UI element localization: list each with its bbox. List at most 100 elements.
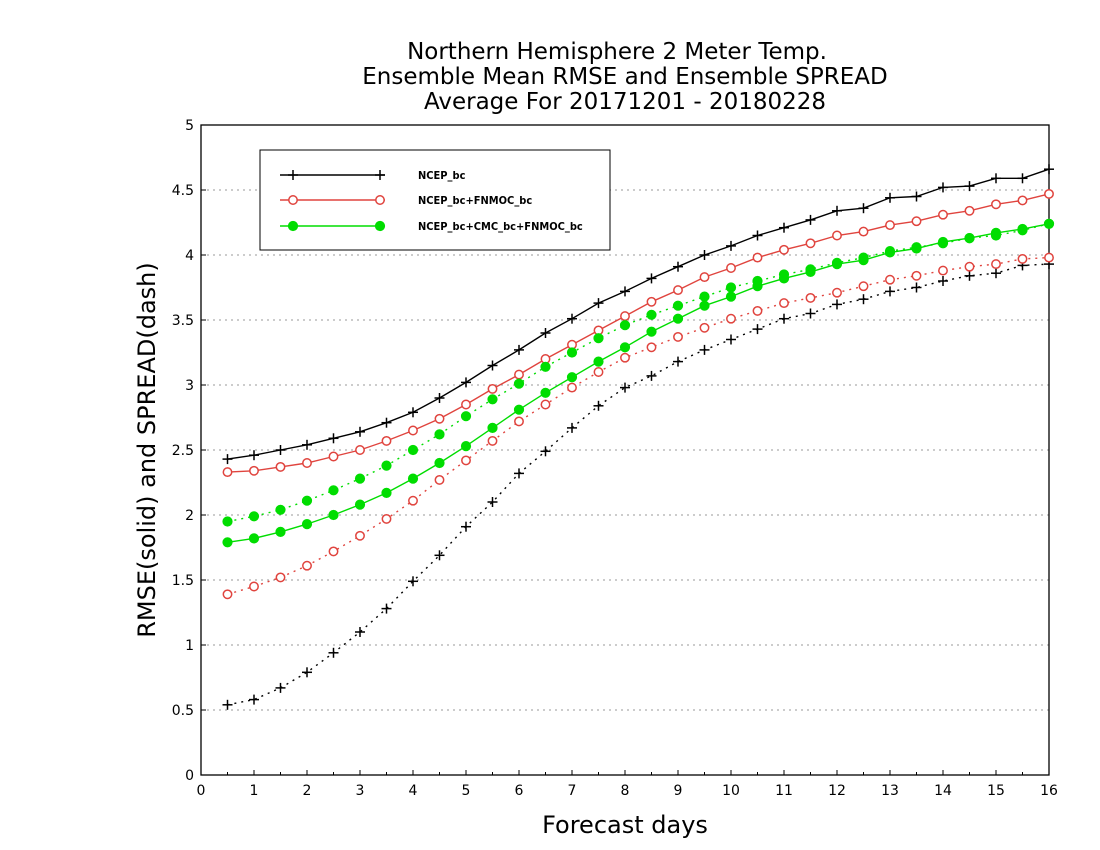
data-point xyxy=(911,243,922,254)
y-tick-label: 0.5 xyxy=(172,703,194,719)
data-point xyxy=(673,261,683,272)
data-point xyxy=(1043,218,1055,229)
data-point xyxy=(540,399,551,410)
data-point xyxy=(513,378,525,389)
chart-title-line-1: Northern Hemisphere 2 Meter Temp. xyxy=(407,39,827,65)
x-tick-label: 8 xyxy=(621,783,630,799)
data-point xyxy=(540,361,551,372)
data-point xyxy=(620,382,630,393)
x-tick-label: 10 xyxy=(722,783,740,799)
data-point xyxy=(302,458,312,468)
legend-marker xyxy=(287,220,299,232)
legend-label: NCEP_bc xyxy=(418,169,466,182)
data-point xyxy=(328,647,339,658)
data-point xyxy=(540,328,551,338)
legend-item: NCEP_bc xyxy=(280,169,466,182)
data-point xyxy=(540,387,551,398)
series-line-ncep-bc-cmc-bc-fnmoc-bc-rmse xyxy=(227,223,1050,543)
data-point xyxy=(301,519,313,530)
y-tick-label: 3.5 xyxy=(172,313,194,329)
data-point xyxy=(487,383,498,394)
data-point xyxy=(911,191,922,202)
data-point xyxy=(964,270,975,281)
x-tick-label: 5 xyxy=(462,783,471,799)
data-point xyxy=(487,394,498,405)
data-point xyxy=(885,286,895,297)
series-ncep-bc-fnmoc-bc-spread xyxy=(222,252,1054,600)
data-point xyxy=(884,247,896,258)
data-point xyxy=(991,268,1001,279)
data-point xyxy=(222,537,233,548)
data-point xyxy=(593,298,604,309)
y-axis-ticks: 0 0.5 1 1.5 2 2.5 3 3.5 4 4.5 5 xyxy=(172,118,206,784)
data-point xyxy=(461,455,471,466)
legend-marker xyxy=(288,195,298,205)
data-point xyxy=(858,294,869,305)
data-point xyxy=(275,445,286,455)
data-point xyxy=(461,399,471,410)
data-point xyxy=(619,320,631,331)
data-point xyxy=(275,526,286,538)
data-point xyxy=(699,291,710,302)
data-point xyxy=(408,495,418,506)
x-tick-label: 14 xyxy=(934,783,952,799)
data-point xyxy=(673,285,683,296)
chart-title-line-3: Average For 20171201 - 20180228 xyxy=(424,89,826,115)
data-point xyxy=(354,473,366,484)
x-tick-label: 11 xyxy=(775,783,793,799)
data-point xyxy=(726,240,736,251)
data-point xyxy=(646,309,657,320)
data-point xyxy=(434,413,445,424)
data-point xyxy=(407,473,419,484)
data-point xyxy=(381,487,392,498)
data-point xyxy=(408,407,418,418)
data-point xyxy=(487,422,498,433)
data-point xyxy=(937,236,949,248)
data-point xyxy=(249,465,259,476)
series-ncep-bc-cmc-bc-fnmoc-bc-rmse xyxy=(222,218,1055,548)
legend-label: NCEP_bc+CMC_bc+FNMOC_bc xyxy=(418,220,583,233)
data-point xyxy=(646,326,657,337)
data-point xyxy=(381,513,392,524)
data-point xyxy=(514,468,524,479)
data-point xyxy=(566,347,578,358)
data-point xyxy=(487,497,498,507)
data-point xyxy=(805,238,816,249)
series-ncep-bc-rmse xyxy=(222,164,1054,465)
data-point xyxy=(991,259,1001,270)
data-point xyxy=(249,450,259,461)
data-point xyxy=(513,404,525,415)
data-point xyxy=(699,322,710,333)
legend: NCEP_bc NCEP_bc+FNMOC_bc NCEP_bc+CMC_bc+FN… xyxy=(259,149,611,251)
chart-title: Northern Hemisphere 2 Meter Temp. Ensemb… xyxy=(362,39,887,115)
data-point xyxy=(938,265,948,276)
data-point xyxy=(434,474,445,485)
x-axis-label: Forecast days xyxy=(542,811,708,839)
series-layer xyxy=(222,164,1055,710)
series-ncep-bc-spread xyxy=(222,259,1054,710)
data-point xyxy=(593,356,604,367)
data-point xyxy=(328,485,339,496)
data-point xyxy=(858,226,869,237)
data-point xyxy=(885,192,895,203)
data-point xyxy=(725,282,737,293)
data-point xyxy=(355,426,365,437)
data-point xyxy=(434,429,445,440)
legend-marker xyxy=(375,170,385,180)
data-point xyxy=(487,360,498,371)
data-point xyxy=(858,203,869,214)
data-point xyxy=(911,270,922,281)
data-point xyxy=(1017,195,1028,206)
data-point xyxy=(779,298,789,309)
x-tick-label: 1 xyxy=(250,783,259,799)
data-point xyxy=(275,504,286,515)
data-point xyxy=(434,393,445,403)
series-ncep-bc-fnmoc-bc-rmse xyxy=(222,188,1054,478)
x-axis-ticks: 0 1 2 3 4 5 6 7 8 9 10 11 12 13 14 15 16 xyxy=(197,770,1058,799)
data-point xyxy=(514,369,524,380)
data-point xyxy=(222,516,233,527)
data-point xyxy=(1044,164,1054,175)
data-point xyxy=(964,233,975,244)
x-tick-label: 0 xyxy=(197,783,206,799)
